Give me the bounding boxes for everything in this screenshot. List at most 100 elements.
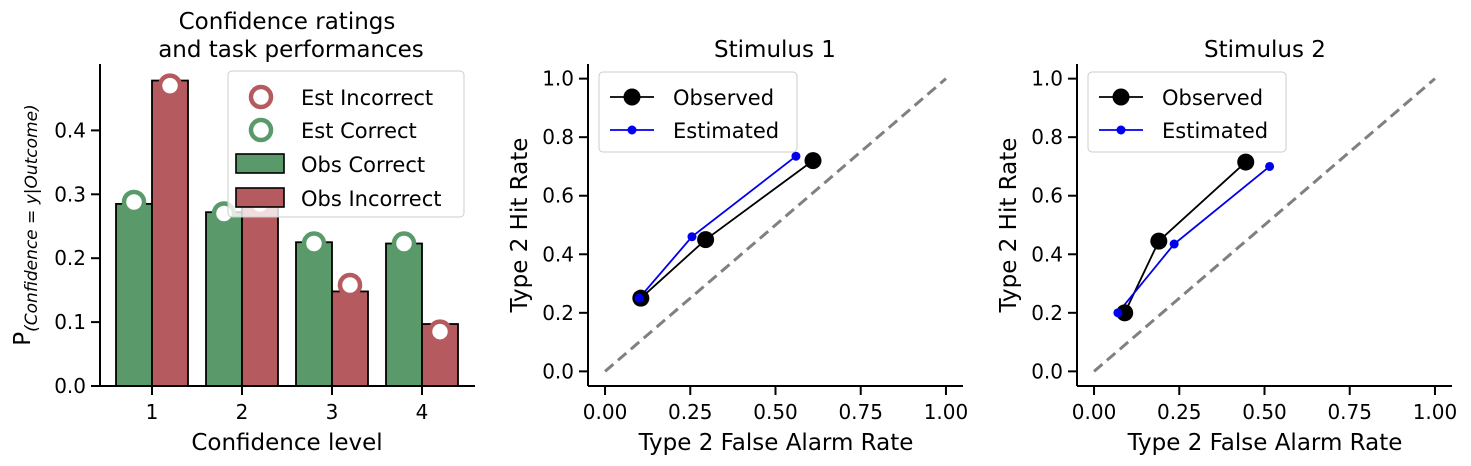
bar-chart-x-tick-label: 3 bbox=[326, 400, 339, 424]
observed-point bbox=[1237, 153, 1255, 171]
estimated-point bbox=[634, 293, 644, 303]
stimulus1-axes: 0.0 0.2 0.4 0.6 0.8 1.0 0.00 0.25 0.50 0.75 1.00 bbox=[542, 64, 968, 424]
legend-obs-correct-label: Obs Correct bbox=[301, 153, 425, 177]
stimulus1-legend-observed-label: Observed bbox=[673, 86, 774, 110]
estimated-point bbox=[687, 232, 697, 242]
bar-obs-incorrect bbox=[241, 199, 279, 387]
x-tick-label: 1.00 bbox=[1413, 400, 1458, 424]
y-tick-label: 0.4 bbox=[1031, 242, 1063, 266]
y-tick-label: 0.2 bbox=[1031, 301, 1063, 325]
y-tick-label: 0.6 bbox=[1031, 184, 1063, 208]
observed-point bbox=[804, 152, 822, 170]
x-tick-label: 0.00 bbox=[1072, 400, 1117, 424]
y-tick-label: 1.0 bbox=[1031, 67, 1063, 91]
stimulus2-legend-observed-marker bbox=[1112, 88, 1130, 106]
bar-chart-y-tick-label: 0.1 bbox=[54, 310, 86, 334]
x-tick-label: 0.50 bbox=[1242, 400, 1287, 424]
estimated-line bbox=[1117, 165, 1271, 314]
bar-chart-title-line2: and task performances bbox=[158, 37, 424, 63]
bar-chart-legend: Est Incorrect Est Correct Obs Correct Ob… bbox=[227, 70, 465, 218]
stimulus2-title: Stimulus 2 bbox=[1204, 37, 1326, 63]
legend-obs-incorrect-swatch bbox=[235, 187, 285, 208]
stimulus1-legend-observed-marker bbox=[623, 88, 641, 106]
bar-chart-y-tick-label: 0.3 bbox=[54, 182, 86, 206]
observed-point bbox=[697, 231, 715, 249]
stimulus2-axes: 0.0 0.2 0.4 0.6 0.8 1.0 0.00 0.25 0.50 0.75 1.00 bbox=[1031, 64, 1457, 424]
bar-chart-panel: Confidence ratings and task performances… bbox=[10, 9, 475, 456]
marker-est-correct bbox=[391, 231, 417, 256]
legend-obs-correct-swatch bbox=[235, 153, 285, 174]
bar-chart-y-tick-label: 0.2 bbox=[54, 246, 86, 270]
estimated-point bbox=[1113, 308, 1123, 318]
stimulus2-legend: Observed Estimated bbox=[1087, 71, 1287, 153]
y-tick-label: 0.0 bbox=[542, 359, 574, 383]
stimulus1-ylabel: Type 2 Hit Rate bbox=[507, 138, 533, 314]
x-tick-label: 0.75 bbox=[1327, 400, 1372, 424]
bar-chart-title-line1: Confidence ratings bbox=[179, 9, 396, 35]
marker-est-incorrect bbox=[157, 73, 183, 98]
bar-obs-correct bbox=[205, 211, 243, 387]
bar-chart-ylabel: P(Confidence = y|Outcome) bbox=[10, 104, 42, 345]
y-tick-label: 0.8 bbox=[542, 125, 574, 149]
legend-est-correct-marker bbox=[248, 117, 274, 143]
y-tick-label: 1.0 bbox=[542, 67, 574, 91]
estimated-point bbox=[791, 151, 801, 161]
y-tick-label: 0.0 bbox=[1031, 359, 1063, 383]
bar-plot-area bbox=[115, 73, 459, 387]
observed-point bbox=[1116, 304, 1134, 322]
legend-est-correct-label: Est Correct bbox=[301, 119, 417, 143]
stimulus2-xlabel: Type 2 False Alarm Rate bbox=[1127, 430, 1403, 456]
marker-est-correct bbox=[301, 231, 327, 256]
bar-obs-correct bbox=[295, 241, 333, 387]
stimulus2-ylabel: Type 2 Hit Rate bbox=[996, 138, 1022, 314]
stimulus2-legend-estimated-marker bbox=[1116, 125, 1126, 135]
observed-line bbox=[640, 159, 814, 299]
y-tick-label: 0.6 bbox=[542, 184, 574, 208]
observed-line bbox=[1123, 161, 1247, 314]
legend-est-incorrect-marker bbox=[248, 84, 274, 110]
stimulus2-plot-area bbox=[1093, 77, 1436, 373]
x-tick-label: 0.50 bbox=[753, 400, 798, 424]
chance-diagonal-line bbox=[1093, 77, 1436, 373]
bar-chart-xlabel: Confidence level bbox=[191, 430, 382, 456]
stimulus1-panel: Stimulus 1 0.0 0.2 0.4 0.6 0.8 1.0 0.00 0.25 0.5… bbox=[507, 37, 968, 456]
bar-chart-y-tick-label: 0.0 bbox=[54, 374, 86, 398]
x-tick-label: 0.25 bbox=[1157, 400, 1202, 424]
x-tick-label: 0.75 bbox=[838, 400, 883, 424]
chance-diagonal-line bbox=[604, 77, 947, 373]
bar-chart-ylabel-main: P bbox=[10, 332, 36, 346]
x-tick-label: 0.00 bbox=[583, 400, 628, 424]
bar-chart-x-tick-label: 1 bbox=[146, 400, 159, 424]
stimulus1-legend: Observed Estimated bbox=[598, 71, 798, 153]
bar-chart-axes: 0.0 0.1 0.2 0.3 0.4 1 2 3 4 bbox=[54, 64, 475, 424]
stimulus1-title: Stimulus 1 bbox=[714, 37, 836, 63]
x-tick-label: 0.25 bbox=[668, 400, 713, 424]
bar-obs-incorrect bbox=[331, 290, 369, 387]
bar-obs-incorrect bbox=[151, 79, 189, 387]
bar-obs-correct bbox=[385, 242, 423, 387]
stimulus1-legend-estimated-marker bbox=[627, 125, 637, 135]
legend-obs-incorrect-label: Obs Incorrect bbox=[301, 187, 442, 211]
bar-chart-ylabel-sub: (Confidence = y|Outcome) bbox=[22, 104, 42, 332]
marker-est-correct bbox=[121, 189, 147, 215]
estimated-line bbox=[638, 155, 797, 299]
stimulus2-legend-observed-label: Observed bbox=[1162, 86, 1263, 110]
marker-est-incorrect bbox=[337, 272, 363, 298]
estimated-point bbox=[1169, 239, 1179, 249]
bar-chart-x-tick-label: 2 bbox=[236, 400, 249, 424]
observed-point bbox=[1150, 232, 1168, 250]
stimulus1-xlabel: Type 2 False Alarm Rate bbox=[638, 430, 914, 456]
marker-est-incorrect bbox=[427, 319, 453, 344]
bar-chart-x-tick-label: 4 bbox=[416, 400, 429, 424]
estimated-point bbox=[1265, 161, 1275, 171]
y-tick-label: 0.2 bbox=[542, 301, 574, 325]
bar-chart-y-tick-label: 0.4 bbox=[54, 118, 86, 142]
stimulus1-legend-estimated-label: Estimated bbox=[673, 119, 779, 143]
stimulus2-legend-estimated-label: Estimated bbox=[1162, 119, 1268, 143]
stimulus1-plot-area bbox=[604, 77, 947, 373]
legend-est-incorrect-label: Est Incorrect bbox=[301, 86, 433, 110]
y-tick-label: 0.8 bbox=[1031, 125, 1063, 149]
x-tick-label: 1.00 bbox=[924, 400, 969, 424]
bar-obs-correct bbox=[115, 202, 153, 387]
